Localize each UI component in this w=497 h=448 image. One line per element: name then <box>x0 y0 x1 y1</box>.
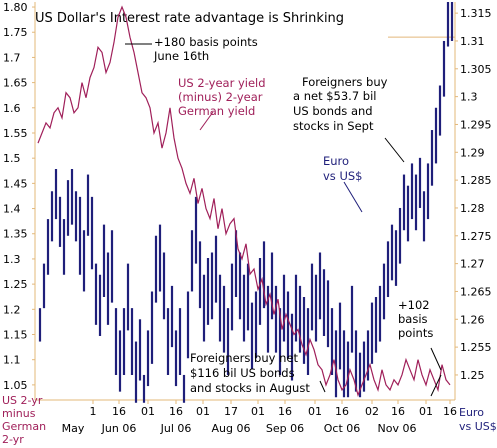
bp102-pointer-bottom <box>430 374 442 397</box>
x-tick-label: 01 <box>141 405 155 418</box>
annotation-euro-label: Euro vs US$ <box>323 154 363 183</box>
right-tick-label: 1.3 <box>460 91 478 104</box>
right-tick-label: 1.255 <box>460 341 492 354</box>
left-axis-ticks: 1.80 1.75 1.7 1.65 1.6 1.55 1.5 1.45 1.4 1.35 1.3 1… <box>3 1 35 392</box>
right-tick-label: 1.26 <box>460 313 485 326</box>
left-tick-label: 1.35 <box>3 228 28 241</box>
left-tick-label: 1.2 <box>3 303 21 316</box>
aug-flow-pointer <box>319 380 326 393</box>
left-axis-title: US 2-yr minus German 2-yr <box>2 394 50 446</box>
x-month-labels: May Jun 06 Jul 06 Aug 06 Sep 06 Oct 06 Nov 06 <box>62 422 417 435</box>
series-label-pointer <box>199 111 214 131</box>
x-tick-label: 01 <box>251 405 265 418</box>
x-month-label: Nov 06 <box>378 422 417 435</box>
annotation-bp102: +102 basis points <box>398 298 433 340</box>
right-tick-label: 1.275 <box>460 230 492 243</box>
x-tick-label: 16 <box>278 405 292 418</box>
spread-series-line <box>37 5 451 397</box>
annotation-series-label: US 2-year yield (minus) 2-year German yi… <box>178 76 269 118</box>
left-tick-label: 1.7 <box>3 51 21 64</box>
right-tick-label: 1.305 <box>460 63 492 76</box>
right-tick-label: 1.315 <box>460 7 492 20</box>
bp102-pointer-top <box>430 347 442 371</box>
right-tick-label: 1.29 <box>460 146 485 159</box>
x-tick-label: 01 <box>308 405 322 418</box>
left-tick-label: 1.1 <box>3 354 21 367</box>
x-tick-label: 01 <box>419 405 433 418</box>
x-month-label: May <box>62 422 85 435</box>
left-tick-label: 1.5 <box>3 152 21 165</box>
x-tick-label: 16 <box>391 405 405 418</box>
sept-flow-pointer <box>384 137 405 163</box>
x-tick-label: 16 <box>443 405 457 418</box>
left-tick-label: 1.3 <box>3 253 21 266</box>
x-month-label: Jun 06 <box>101 422 137 435</box>
left-tick-label: 1.15 <box>3 329 28 342</box>
right-tick-label: 1.265 <box>460 285 492 298</box>
left-tick-label: 1.6 <box>3 102 21 115</box>
right-tick-label: 1.27 <box>460 258 485 271</box>
x-tick-label: 01 <box>196 405 210 418</box>
x-tick-label: 02 <box>365 405 379 418</box>
right-tick-label: 1.295 <box>460 118 492 131</box>
right-tick-label: 1.285 <box>460 174 492 187</box>
x-tick-label: 16 <box>335 405 349 418</box>
x-tick-label: 17 <box>224 405 238 418</box>
right-tick-label: 1.25 <box>460 369 485 382</box>
euro-series <box>38 2 454 403</box>
left-tick-label: 1.25 <box>3 278 28 291</box>
x-month-label: Oct 06 <box>324 422 361 435</box>
left-tick-label: 1.45 <box>3 177 28 190</box>
x-axis-ticks: 1 16 01 16 01 17 01 16 01 16 02 16 01 16 <box>90 400 457 418</box>
annotation-bp180: +180 basis points June 16th <box>153 35 261 63</box>
right-tick-label: 1.28 <box>460 202 485 215</box>
chart-title: US Dollar's Interest rate advantage is S… <box>35 11 344 26</box>
annotation-sept-flow: Foreigners buy a net $53.7 bil US bonds … <box>293 75 391 133</box>
left-tick-label: 1.05 <box>3 379 28 392</box>
right-tick-label: 1.31 <box>460 35 485 48</box>
x-month-label: Jul 06 <box>160 422 192 435</box>
x-tick-label: 1 <box>90 405 97 418</box>
annotation-aug-flow: Foreigners buy net $116 bil US bonds and… <box>190 351 310 395</box>
x-month-label: Aug 06 <box>212 422 251 435</box>
left-tick-label: 1.4 <box>3 203 21 216</box>
x-month-label: Sep 06 <box>266 422 304 435</box>
euro-label-pointer <box>343 181 363 213</box>
left-tick-label: 1.75 <box>3 26 28 39</box>
left-tick-label: 1.55 <box>3 127 28 140</box>
left-tick-label: 1.80 <box>3 1 28 14</box>
x-tick-label: 16 <box>112 405 126 418</box>
left-tick-label: 1.65 <box>3 77 28 90</box>
right-axis-ticks: 1.315 1.31 1.305 1.3 1.295 1.29 1.285 1.28 1.275… <box>455 7 492 382</box>
right-axis-title: Euro vs US$ <box>459 406 497 433</box>
x-tick-label: 16 <box>169 405 183 418</box>
